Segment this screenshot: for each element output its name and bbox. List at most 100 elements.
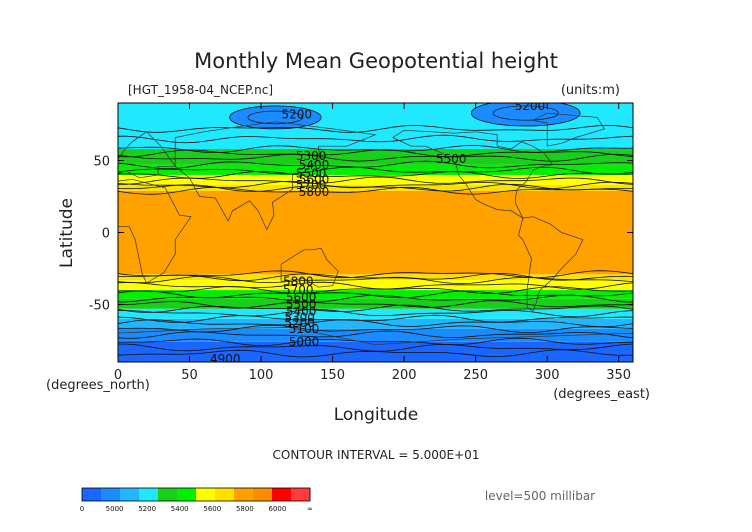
colorbar-swatch-1 bbox=[101, 488, 121, 501]
color-band-3 bbox=[118, 308, 633, 319]
contour-line-8 bbox=[118, 186, 633, 195]
contour-line-15 bbox=[118, 330, 633, 339]
contour-label-1: 5200 bbox=[515, 99, 546, 113]
color-band-6 bbox=[118, 279, 633, 291]
contour-labels: 5200520053005400550056005700580055005800… bbox=[210, 99, 546, 366]
colorbar-tick-4: 5600 bbox=[203, 505, 221, 513]
low-pressure-regions bbox=[229, 103, 581, 130]
contour-line-7 bbox=[118, 270, 633, 279]
contour-line-10 bbox=[118, 170, 633, 179]
contour-label-2: 5300 bbox=[296, 149, 327, 163]
colorbar-tick-0: 0 bbox=[80, 505, 84, 513]
contour-line-25 bbox=[118, 153, 633, 162]
y-tick-label-2: 50 bbox=[93, 155, 110, 170]
coastline-3 bbox=[280, 247, 339, 288]
colorbar-swatch-0 bbox=[82, 488, 102, 501]
colorbar-tick-1: 5000 bbox=[106, 505, 124, 513]
contour-label-0: 5200 bbox=[282, 108, 313, 122]
contour-interval-text: CONTOUR INTERVAL = 5.000E+01 bbox=[273, 448, 480, 462]
x-unit-label: (degrees_east) bbox=[553, 387, 650, 402]
colorbar-swatch-6 bbox=[196, 488, 216, 501]
coastline-4 bbox=[392, 129, 554, 220]
contour-line-16 bbox=[118, 319, 633, 327]
contour-line-19 bbox=[118, 290, 633, 299]
contour-line-9 bbox=[118, 180, 633, 190]
color-band-11 bbox=[118, 164, 633, 175]
color-band-5 bbox=[118, 290, 633, 299]
colorbar-tick-7: ∞ bbox=[307, 505, 313, 513]
x-tick-label-3: 150 bbox=[320, 368, 345, 383]
level-text: level=500 millibar bbox=[485, 489, 595, 503]
x-tick-label-1: 50 bbox=[181, 368, 198, 383]
contour-label-9: 5800 bbox=[283, 274, 314, 288]
coastline-5 bbox=[518, 216, 584, 313]
contour-label-6: 5700 bbox=[296, 178, 327, 192]
contour-label-8: 5500 bbox=[436, 152, 467, 166]
colorbar-swatch-9 bbox=[253, 488, 273, 501]
contour-line-21 bbox=[118, 273, 633, 282]
contour-label-7: 5800 bbox=[299, 185, 330, 199]
contour-line-3 bbox=[118, 304, 633, 313]
colorbar-tick-3: 5400 bbox=[171, 505, 189, 513]
x-tick-label-7: 350 bbox=[606, 368, 631, 383]
colorbar-swatch-2 bbox=[120, 488, 140, 501]
x-axis-ticks: 0 50 100 150 200 250 300 350 bbox=[114, 103, 631, 383]
x-tick-label-0: 0 bbox=[114, 368, 122, 383]
x-tick-label-2: 100 bbox=[249, 368, 274, 383]
contour-label-14: 5300 bbox=[284, 310, 315, 324]
y-unit-label: (degrees_north) bbox=[46, 378, 150, 393]
color-band-2 bbox=[118, 318, 633, 329]
contour-label-18: 4900 bbox=[210, 352, 241, 366]
contour-label-13: 5400 bbox=[286, 305, 317, 319]
x-tick-label-4: 200 bbox=[392, 368, 417, 383]
coastline-6 bbox=[531, 112, 605, 147]
contour-label-11: 5600 bbox=[286, 290, 317, 304]
contour-line-14 bbox=[118, 343, 633, 352]
contour-label-12: 5500 bbox=[286, 297, 317, 311]
colorbar-swatch-5 bbox=[177, 488, 197, 501]
contour-line-18 bbox=[118, 300, 633, 309]
coastline-1 bbox=[118, 131, 176, 179]
colorbar-swatch-4 bbox=[158, 488, 178, 501]
color-band-10 bbox=[118, 174, 633, 186]
chart-subtitle: [HGT_1958-04_NCEP.nc] bbox=[128, 83, 273, 97]
y-axis-ticks: -50 0 50 bbox=[89, 155, 633, 313]
x-axis-label: Longitude bbox=[334, 405, 419, 425]
contour-lines bbox=[118, 124, 633, 358]
contour-line-24 bbox=[118, 166, 633, 175]
coastline-7 bbox=[118, 327, 633, 346]
contour-label-10: 5700 bbox=[283, 283, 314, 297]
y-axis-label: Latitude bbox=[57, 198, 77, 268]
contour-line-20 bbox=[118, 281, 633, 290]
color-band-8 bbox=[118, 190, 633, 275]
units-label: (units:m) bbox=[561, 83, 620, 98]
chart-title: Monthly Mean Geopotential height bbox=[194, 49, 558, 73]
low-region-0 bbox=[229, 105, 322, 130]
y-tick-label-1: 0 bbox=[102, 227, 110, 242]
y-tick-label-0: -50 bbox=[89, 298, 110, 313]
contour-line-11 bbox=[118, 160, 633, 170]
low-region-inner-0 bbox=[247, 110, 304, 125]
x-tick-label-5: 250 bbox=[463, 368, 488, 383]
contour-line-23 bbox=[118, 176, 633, 185]
colorbar-tick-5: 5800 bbox=[236, 505, 254, 513]
plot-area: 5200520053005400550056005700580055005800… bbox=[118, 99, 633, 366]
colorbar-swatch-11 bbox=[291, 488, 311, 501]
colorbar-tick-2: 5200 bbox=[138, 505, 156, 513]
contour-line-0 bbox=[118, 337, 633, 347]
colorbar-frame bbox=[81, 487, 311, 502]
coastlines bbox=[118, 112, 633, 346]
colorbar-swatch-10 bbox=[272, 488, 292, 501]
contour-label-4: 5500 bbox=[296, 167, 327, 181]
contour-label-5: 5600 bbox=[299, 172, 330, 186]
contour-line-2 bbox=[118, 314, 633, 323]
contour-label-16: 5100 bbox=[289, 322, 320, 336]
colorbar-swatch-3 bbox=[139, 488, 159, 501]
color-band-1 bbox=[118, 328, 633, 342]
color-band-12 bbox=[118, 149, 633, 165]
contour-line-22 bbox=[118, 183, 633, 192]
x-tick-label-6: 300 bbox=[535, 368, 560, 383]
low-region-inner-1 bbox=[492, 105, 559, 121]
colorbar-tick-6: 6000 bbox=[269, 505, 287, 513]
